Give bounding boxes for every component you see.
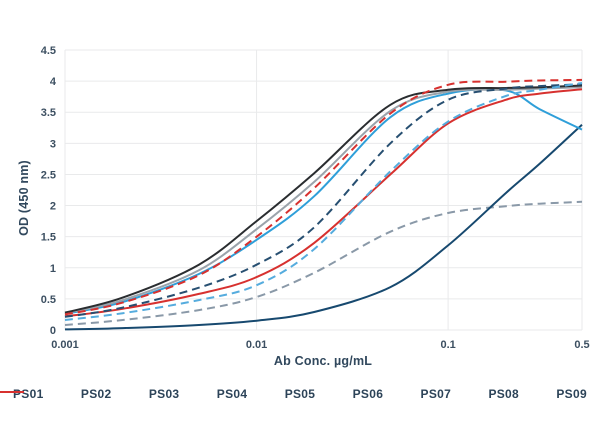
y-tick-label: 1.5 [41, 232, 56, 244]
y-axis-title: OD (450 nm) [17, 160, 31, 236]
series-curve-ps04 [64, 86, 583, 315]
legend-line-swatch [0, 391, 24, 393]
legend-label: PS09 [556, 387, 587, 401]
series-curve-ps02 [64, 123, 583, 331]
series-curve-ps07 [64, 83, 583, 318]
y-tick-label: 2.5 [41, 169, 56, 181]
y-tick-label: 3.5 [41, 107, 56, 119]
legend-item-ps02: PS02 [0, 387, 112, 401]
series-curve-ps03 [64, 88, 583, 315]
legend-item-ps07: PS07 [0, 387, 452, 401]
legend-label: PS02 [80, 387, 112, 401]
series-curve-ps05 [64, 84, 583, 314]
series-curve-ps06 [64, 88, 583, 318]
legend-item-ps03: PS03 [0, 387, 180, 401]
y-tick-label: 4 [50, 76, 57, 88]
x-tick-label: 0.01 [246, 339, 267, 351]
y-tick-label: 0.5 [41, 294, 56, 306]
x-axis-title: Ab Conc. µg/mL [273, 354, 373, 368]
legend-label: PS08 [488, 387, 520, 401]
y-tick-label: 4.5 [41, 45, 56, 57]
legend-item-ps08: PS08 [0, 387, 520, 401]
y-tick-label: 0 [50, 325, 56, 337]
legend-label: PS01 [13, 387, 44, 401]
legend-label: PS07 [420, 387, 452, 401]
x-tick-label: 0.1 [440, 339, 455, 351]
legend-label: PS05 [284, 387, 316, 401]
legend-item-ps04: PS04 [0, 387, 248, 401]
legend-item-ps09: PS09 [0, 387, 587, 401]
x-tick-label: 0.001 [51, 339, 79, 351]
legend-item-ps05: PS05 [0, 387, 316, 401]
x-tick-label: 0.5 [574, 339, 589, 351]
legend-label: PS04 [216, 387, 248, 401]
series-curve-ps01 [64, 200, 583, 326]
series-curve-ps09 [64, 78, 583, 316]
legend-label: PS06 [352, 387, 384, 401]
legend-label: PS03 [148, 387, 180, 401]
y-tick-label: 3 [50, 138, 56, 150]
legend-item-ps06: PS06 [0, 387, 384, 401]
series-curve-ps08 [64, 82, 583, 321]
y-tick-label: 2 [50, 201, 56, 213]
y-tick-label: 1 [50, 263, 56, 275]
legend: PS01 PS02 PS03 PS04 PS05 PS06 PS07 PS08 PS09 [0, 387, 600, 401]
